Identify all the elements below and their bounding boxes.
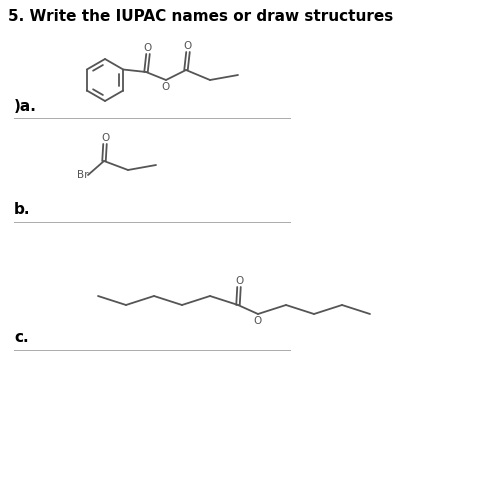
Text: O: O <box>161 82 169 92</box>
Text: c.: c. <box>14 330 29 345</box>
Text: Br: Br <box>76 170 88 180</box>
Text: O: O <box>144 43 152 53</box>
Text: O: O <box>184 41 192 51</box>
Text: O: O <box>101 133 109 143</box>
Text: )a.: )a. <box>14 99 37 114</box>
Text: O: O <box>254 316 262 326</box>
Text: 5. Write the IUPAC names or draw structures: 5. Write the IUPAC names or draw structu… <box>8 9 393 24</box>
Text: O: O <box>235 276 243 286</box>
Text: b.: b. <box>14 202 30 217</box>
